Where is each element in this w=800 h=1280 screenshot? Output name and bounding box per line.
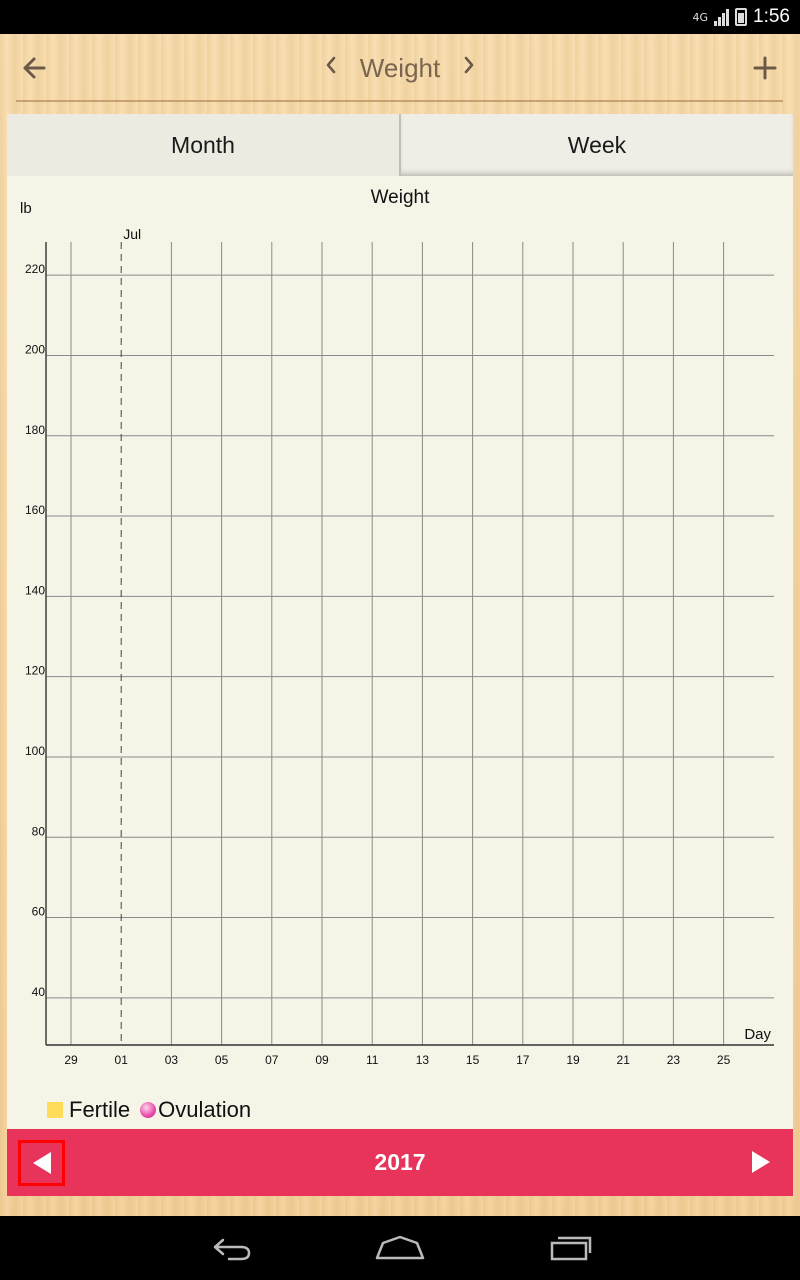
y-tick-label: 200 [25,342,45,356]
nav-home-icon[interactable] [365,1228,435,1268]
x-tick-label: 03 [165,1053,179,1067]
x-tick-label: 25 [717,1053,731,1067]
year-bar: 2017 [7,1129,793,1196]
x-tick-label: 11 [366,1053,379,1067]
tab-bar: Month Week [7,114,793,176]
y-tick-label: 160 [25,503,45,517]
ovulation-swatch [140,1102,157,1118]
fertile-swatch [47,1102,63,1118]
x-tick-label: 19 [566,1053,580,1067]
chart-panel: Month Week Weight lb 40 60 80 100 120 140 160 1… [7,114,793,1196]
battery-icon [735,8,748,26]
x-tick-label: 05 [215,1053,229,1067]
clock: 1:56 [753,6,790,27]
y-tick-label: 220 [25,262,45,276]
nav-recents-icon[interactable] [536,1228,606,1268]
status-bar: 4G 1:56 [0,0,800,34]
year-label: 2017 [374,1149,426,1175]
x-tick-label: 13 [416,1053,430,1067]
title-switcher: Weight [300,48,500,88]
y-axis-unit: lb [20,200,32,217]
arrow-left-icon[interactable] [18,48,52,88]
tab-month[interactable]: Month [7,114,401,176]
legend: Fertile Ovulation [47,1097,251,1123]
weight-chart[interactable]: 40 60 80 100 120 140 160 180 200 220 29 01 Jul 03 05 07… [7,114,793,1074]
page-title: Weight [359,52,441,83]
chevron-left-icon[interactable] [320,48,342,88]
y-tick-label: 40 [32,985,46,999]
month-marker-label: Jul [123,226,141,242]
plus-icon[interactable] [748,48,782,88]
x-tick-label: 21 [617,1053,631,1067]
y-tick-label: 80 [32,824,46,838]
network-type: 4G [692,10,709,24]
x-tick-label: 01 [115,1053,129,1067]
system-nav-bar [0,1216,800,1280]
y-tick-label: 140 [25,583,45,597]
x-tick-label: 15 [466,1053,480,1067]
y-tick-label: 120 [25,664,45,678]
chevron-right-icon[interactable] [458,48,480,88]
x-tick-label: 07 [265,1053,279,1067]
y-tick-label: 100 [25,744,45,758]
chart-title: Weight [370,187,430,208]
x-tick-label: 23 [667,1053,681,1067]
triangle-right-icon[interactable] [752,1151,770,1173]
legend-fertile: Fertile [69,1097,131,1122]
triangle-left-icon[interactable] [18,1140,65,1186]
x-tick-label: 09 [315,1053,329,1067]
y-tick-label: 180 [25,423,45,437]
x-tick-label: 17 [516,1053,530,1067]
x-tick-label: 29 [64,1053,78,1067]
toolbar: Weight [0,34,800,102]
y-tick-label: 60 [32,905,46,919]
x-axis-unit: Day [744,1026,771,1043]
legend-ovulation: Ovulation [158,1097,252,1122]
signal-icon [714,8,730,26]
tab-week[interactable]: Week [401,114,793,176]
nav-back-icon[interactable] [195,1228,265,1268]
toolbar-divider [16,100,783,102]
